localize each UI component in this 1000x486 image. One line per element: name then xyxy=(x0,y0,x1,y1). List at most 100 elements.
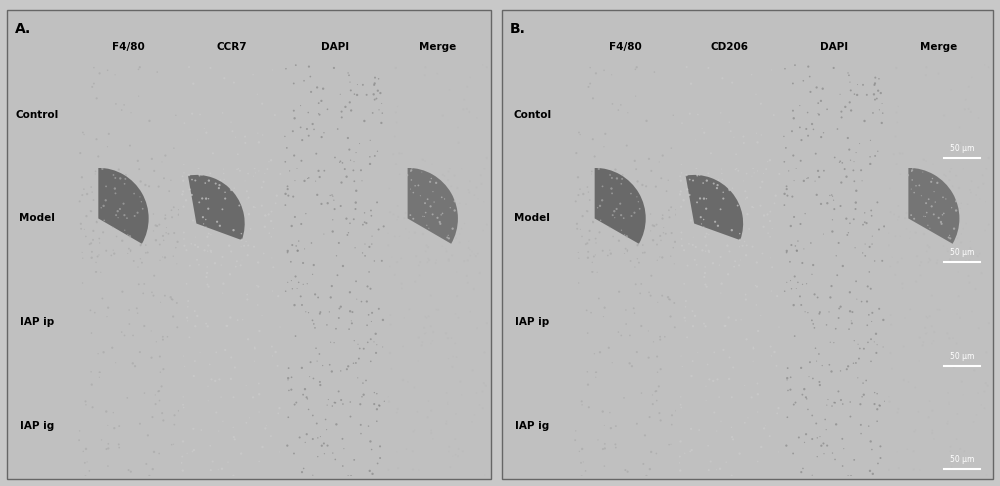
Point xyxy=(958,96,974,104)
Point xyxy=(927,198,943,206)
Point xyxy=(116,101,132,109)
Point xyxy=(382,311,398,319)
Point xyxy=(753,100,769,107)
Point xyxy=(390,213,406,221)
Point xyxy=(889,409,905,417)
Point xyxy=(871,75,887,83)
Point xyxy=(121,306,137,314)
Point xyxy=(919,247,935,255)
Point xyxy=(444,334,460,342)
Point xyxy=(416,213,432,221)
Point xyxy=(193,426,209,434)
Point xyxy=(854,177,870,185)
Point xyxy=(787,399,803,406)
Point xyxy=(722,353,738,361)
Point xyxy=(176,228,192,236)
Point xyxy=(112,174,128,182)
Point xyxy=(605,211,621,219)
Point xyxy=(611,237,627,244)
Point xyxy=(157,292,173,299)
Point xyxy=(293,220,309,228)
Point xyxy=(401,305,417,313)
Point xyxy=(864,309,880,317)
Point xyxy=(407,229,423,237)
Point xyxy=(166,440,182,448)
Point xyxy=(602,224,618,231)
Point xyxy=(951,184,967,192)
Point xyxy=(169,323,185,331)
Point xyxy=(968,411,984,419)
Point xyxy=(213,393,229,401)
Point xyxy=(123,109,139,117)
Point xyxy=(445,452,461,460)
Point xyxy=(906,447,922,455)
Point xyxy=(671,459,687,467)
Point xyxy=(864,232,880,240)
Point xyxy=(263,156,279,164)
Point xyxy=(661,441,677,449)
Point xyxy=(280,374,296,382)
Point xyxy=(760,229,776,237)
Point xyxy=(361,422,377,430)
Point xyxy=(676,280,692,288)
Point xyxy=(237,139,253,147)
Point xyxy=(699,283,715,291)
Point xyxy=(678,297,694,305)
Point xyxy=(909,252,925,260)
Point xyxy=(952,205,968,212)
Point xyxy=(821,308,837,316)
Point xyxy=(442,86,458,94)
Point xyxy=(370,460,386,468)
Point xyxy=(176,242,192,250)
Point xyxy=(452,199,468,207)
Point xyxy=(918,313,934,321)
Point xyxy=(639,117,655,125)
Point xyxy=(454,391,470,399)
Point xyxy=(247,204,263,211)
Point xyxy=(394,150,410,157)
Point xyxy=(903,185,919,193)
Point xyxy=(581,403,597,411)
Point xyxy=(942,235,958,243)
Point xyxy=(926,188,942,195)
Point xyxy=(787,242,803,250)
Point xyxy=(848,149,864,156)
Point xyxy=(952,452,968,460)
Point xyxy=(803,239,819,247)
Point xyxy=(651,158,667,166)
Point xyxy=(951,200,967,208)
Point xyxy=(198,129,214,137)
Point xyxy=(889,160,905,168)
Point xyxy=(394,284,410,292)
Point xyxy=(737,188,753,195)
Point xyxy=(597,445,613,452)
Point xyxy=(583,309,599,316)
FancyBboxPatch shape xyxy=(502,10,993,479)
Point xyxy=(580,248,596,256)
Point xyxy=(357,209,373,217)
Point xyxy=(353,430,369,437)
Point xyxy=(202,361,218,368)
Point xyxy=(265,225,281,232)
Point xyxy=(447,197,463,205)
Point xyxy=(197,179,213,187)
Point xyxy=(588,239,604,247)
Point xyxy=(668,407,684,415)
Point xyxy=(368,349,384,357)
Point xyxy=(938,172,954,180)
Point xyxy=(406,428,422,435)
Point xyxy=(727,166,743,174)
Point xyxy=(82,307,98,314)
Point xyxy=(655,152,671,159)
Point xyxy=(303,239,319,247)
Point xyxy=(216,175,232,183)
Point xyxy=(461,244,477,252)
Point xyxy=(375,316,391,324)
Point xyxy=(114,106,130,114)
Point xyxy=(187,322,203,330)
Point xyxy=(434,242,450,250)
Point xyxy=(363,317,379,325)
Point xyxy=(170,238,186,246)
Point xyxy=(309,84,325,91)
Point xyxy=(221,242,237,249)
